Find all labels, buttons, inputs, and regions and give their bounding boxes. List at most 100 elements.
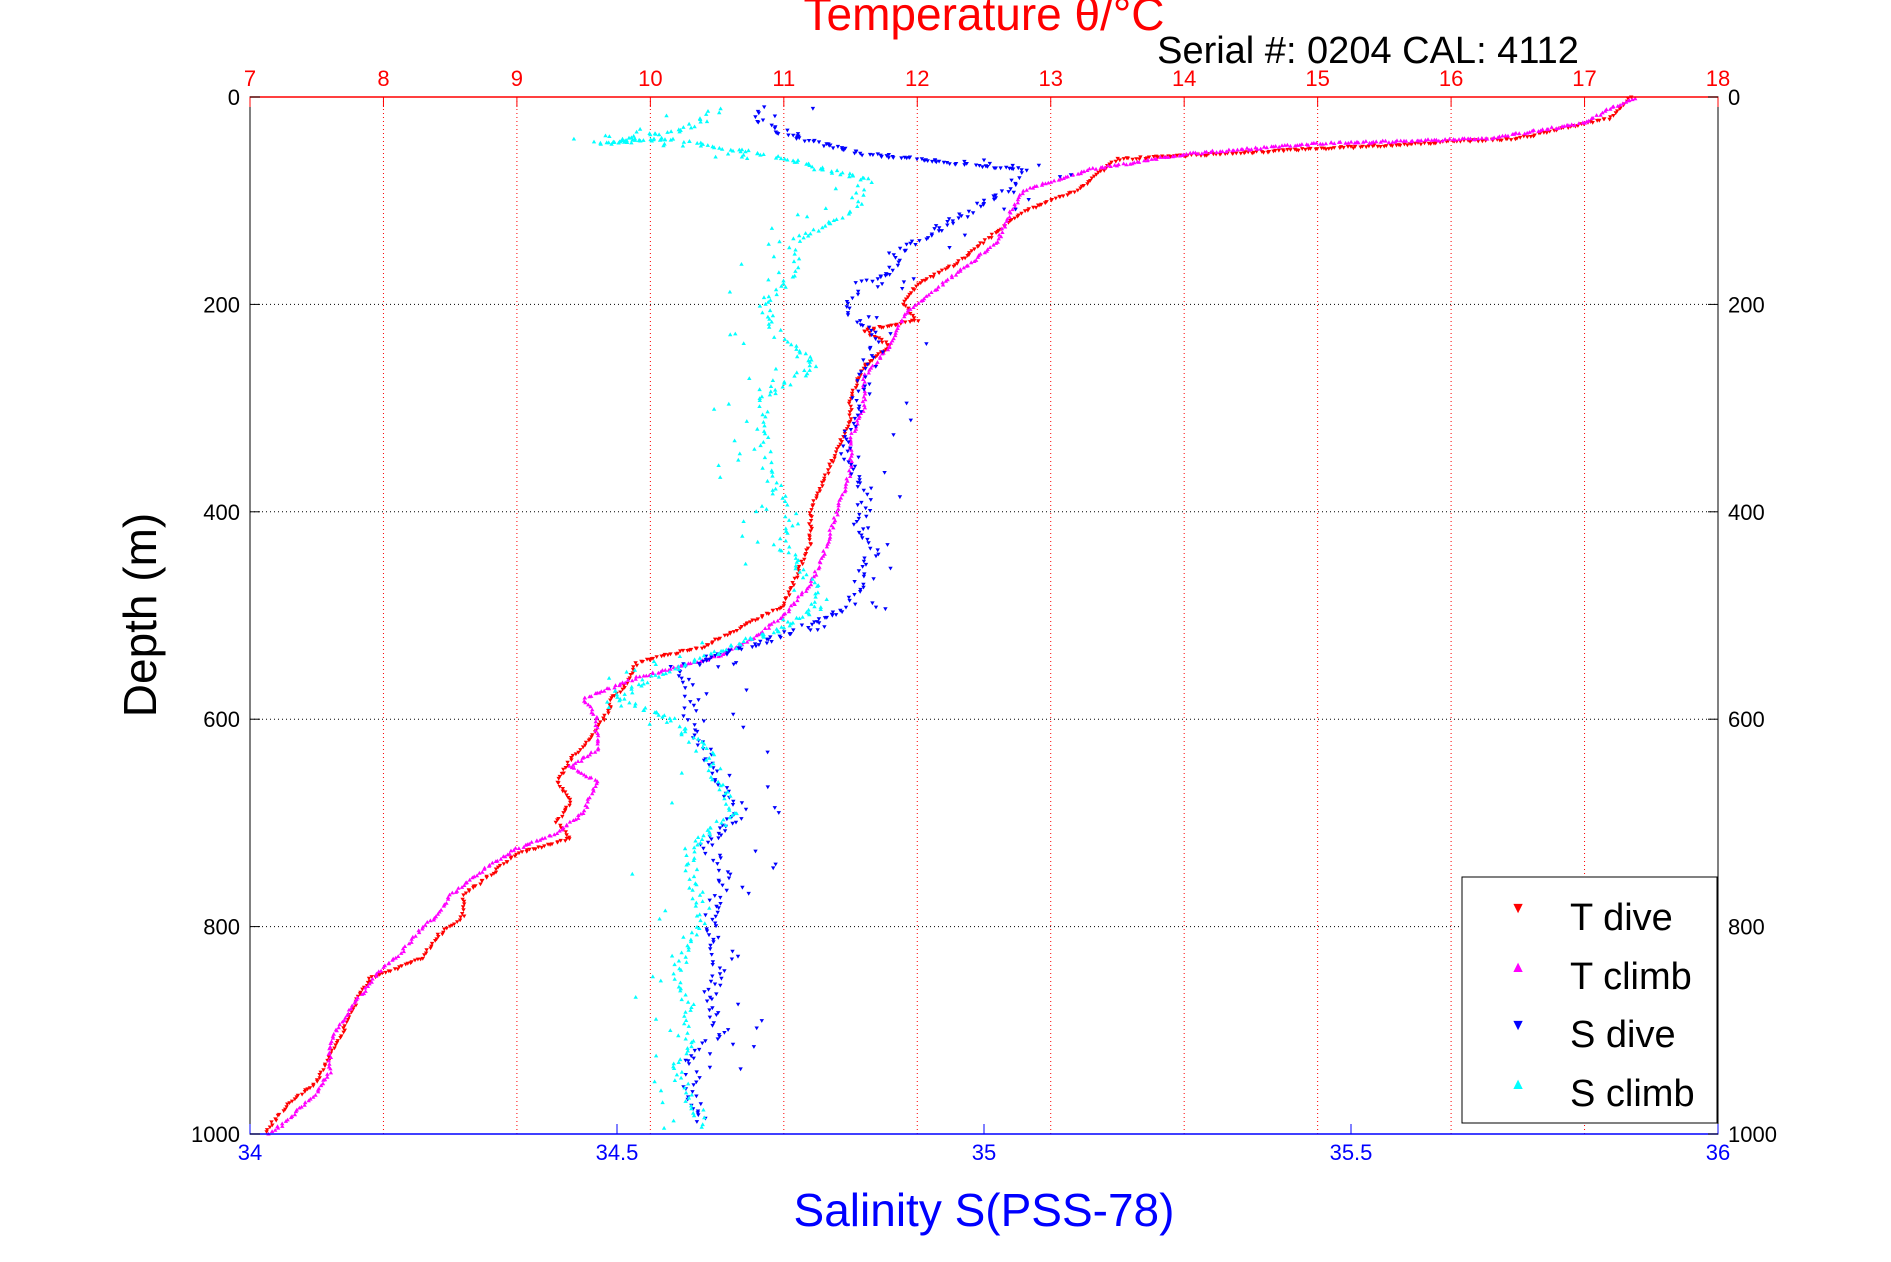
data-point [562,809,568,813]
data-point [672,1078,678,1082]
data-point [1356,140,1361,145]
data-point [978,204,984,209]
data-point [284,1105,289,1109]
data-point [269,1129,275,1133]
data-point [1383,138,1388,143]
data-point [374,973,379,978]
data-point [785,128,790,133]
data-point [630,690,635,695]
data-point [545,842,551,847]
data-point [763,301,768,306]
data-point [856,407,861,412]
data-point [791,583,796,588]
data-point [630,871,635,876]
legend-entry-s-dive: ▼ S dive [1510,1014,1676,1056]
data-point [800,562,805,567]
legend-marker-t-dive: ▼ [1510,900,1526,917]
data-point [951,264,956,269]
data-point [699,837,705,841]
data-point [855,292,861,297]
data-point [733,331,738,336]
data-point [855,379,860,383]
data-point [1067,191,1072,196]
data-point [590,733,595,738]
data-point [842,429,847,434]
data-point [804,572,809,577]
data-point [859,279,864,284]
data-point [1511,131,1517,136]
data-point [653,662,658,666]
data-point [630,667,636,672]
data-point [853,386,859,390]
data-point [861,559,867,564]
data-point [702,645,707,650]
data-point [777,239,782,244]
data-point [1525,135,1530,139]
data-point [827,537,832,541]
data-point [857,376,862,380]
data-point [1346,140,1351,145]
data-point [733,820,739,825]
data-point [858,587,863,592]
data-point [795,594,801,599]
data-point [581,811,586,815]
data-point [460,897,465,902]
depth-tick-label-left: 0 [228,85,240,110]
data-point [273,1128,278,1132]
data-point [770,491,775,496]
data-point [357,992,363,996]
data-point [637,674,642,679]
data-point [712,649,717,654]
data-point [1075,188,1080,193]
data-point [831,515,837,520]
data-point [913,243,918,247]
data-point [773,287,779,292]
data-point [552,832,557,837]
data-point [424,948,429,953]
data-point [865,362,870,367]
data-point [589,735,594,739]
data-point [834,447,840,452]
data-point [788,603,794,608]
data-point [270,1123,275,1128]
data-point [880,340,885,345]
data-point [1166,155,1171,159]
data-point [565,760,570,765]
data-point [632,136,637,141]
data-point [516,846,522,850]
data-point [859,153,865,158]
data-point [361,991,367,996]
data-point [781,604,786,608]
data-point [327,1062,332,1066]
data-point [867,392,872,397]
data-point [833,186,838,191]
data-point [1020,191,1025,196]
data-point [879,337,884,342]
data-point [803,231,808,235]
data-point [822,616,828,620]
data-point [1008,187,1013,191]
data-point [694,932,699,937]
data-point [567,837,572,841]
data-point [1009,178,1014,183]
data-point [799,592,804,597]
data-point [676,664,681,668]
data-point [744,622,750,626]
data-point [862,329,868,334]
depth-tick-label-right: 200 [1728,292,1765,317]
data-point [1130,157,1135,162]
data-point [705,840,711,845]
data-point [865,526,871,531]
data-point [822,551,827,556]
data-point [735,1002,741,1007]
data-point [542,835,548,840]
data-point [726,401,731,406]
data-point [778,156,784,161]
data-point [743,149,748,154]
data-point [930,159,935,164]
data-point [644,673,649,678]
legend-label-s-climb: S climb [1570,1073,1695,1115]
data-point [673,652,679,657]
data-point [582,772,587,777]
data-point [537,838,543,842]
